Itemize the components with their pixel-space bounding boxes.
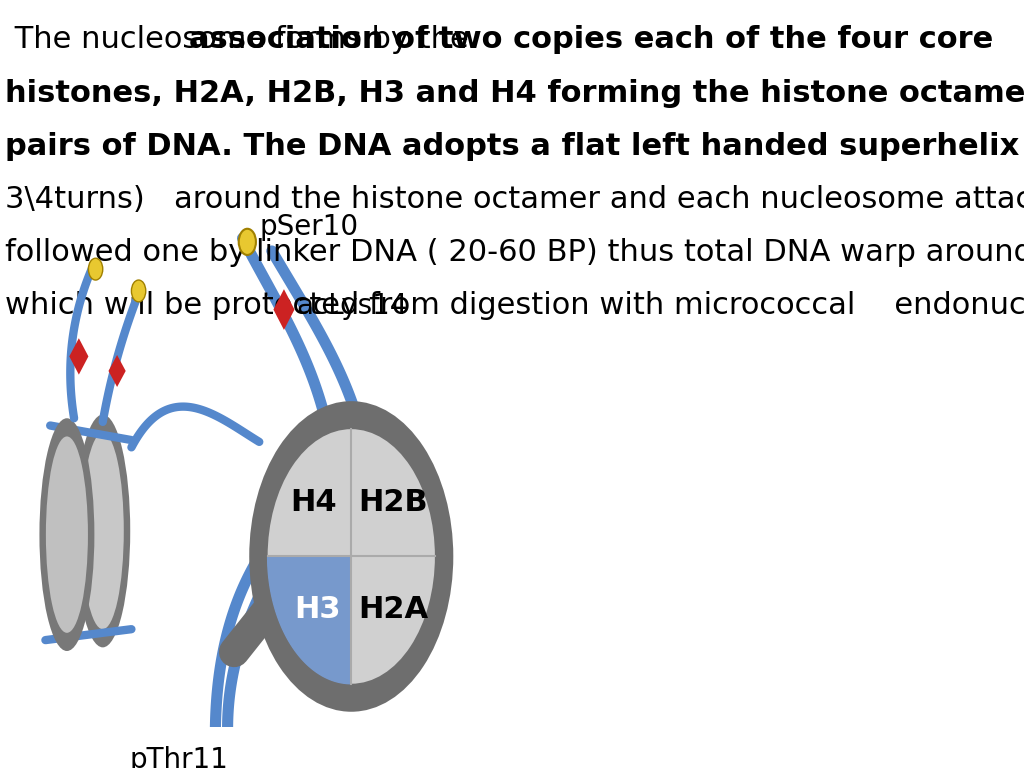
Text: H2A: H2A (358, 595, 428, 624)
Ellipse shape (82, 433, 124, 629)
Ellipse shape (76, 415, 130, 647)
Circle shape (211, 765, 228, 768)
Text: The nucleosome forms by the: The nucleosome forms by the (5, 25, 478, 55)
Text: pSer10: pSer10 (259, 214, 358, 241)
Ellipse shape (40, 419, 94, 651)
Text: H4: H4 (291, 488, 337, 518)
Circle shape (131, 280, 145, 302)
Circle shape (88, 258, 102, 280)
Text: H2B: H2B (358, 488, 428, 518)
Text: which will be protected from digestion with micrococcal    endonuclease: which will be protected from digestion w… (5, 291, 1024, 320)
Polygon shape (273, 290, 295, 330)
Circle shape (239, 229, 256, 255)
Text: acLys14: acLys14 (296, 292, 408, 320)
Text: pThr11: pThr11 (129, 746, 228, 768)
Ellipse shape (249, 401, 454, 712)
Text: pairs of DNA. The DNA adopts a flat left handed superhelix with ~1.65 (1 and: pairs of DNA. The DNA adopts a flat left… (5, 131, 1024, 161)
Ellipse shape (46, 436, 88, 633)
Text: followed one by linker DNA ( 20-60 BP) thus total DNA warp around it =200bp: followed one by linker DNA ( 20-60 BP) t… (5, 238, 1024, 266)
Text: 3\4turns)   around the histone octamer and each nucleosome attached with: 3\4turns) around the histone octamer and… (5, 185, 1024, 214)
Polygon shape (267, 557, 351, 684)
Polygon shape (70, 338, 88, 375)
Ellipse shape (267, 429, 435, 684)
Text: histones, H2A, H2B, H3 and H4 forming the histone octamer and ~147 base: histones, H2A, H2B, H3 and H4 forming th… (5, 78, 1024, 108)
Text: H3: H3 (295, 595, 341, 624)
Polygon shape (109, 355, 126, 387)
Text: association of two copies each of the four core: association of two copies each of the fo… (188, 25, 993, 55)
